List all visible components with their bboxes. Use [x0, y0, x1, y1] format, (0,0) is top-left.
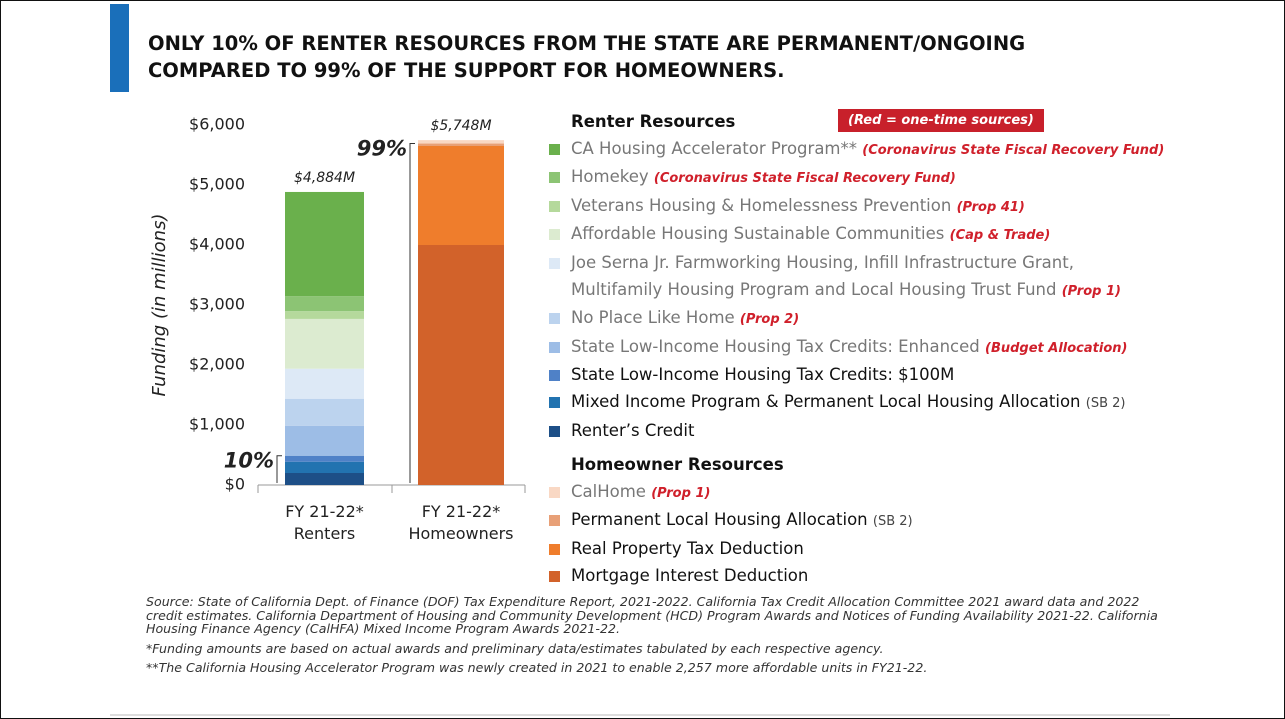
- y-tick-label: $4,000: [189, 235, 245, 254]
- legend-swatch: [549, 425, 560, 437]
- bar-segment: [285, 398, 364, 426]
- bar-segment: [418, 245, 504, 485]
- legend-swatch: [549, 200, 560, 212]
- legend-swatch: [549, 313, 560, 325]
- legend-label: CA Housing Accelerator Program**: [571, 138, 858, 158]
- legend-label: Mortgage Interest Deduction: [571, 565, 809, 585]
- legend-label: Renter’s Credit: [571, 420, 695, 440]
- share-bracket: [276, 455, 282, 483]
- legend-item: State Low-Income Housing Tax Credits: En…: [549, 334, 1164, 363]
- legend-swatch: [549, 370, 560, 382]
- legend-note: (Prop 1): [651, 485, 711, 501]
- legend-item: Mixed Income Program & Permanent Local H…: [549, 389, 1164, 418]
- footnote: Source: State of California Dept. of Fin…: [146, 594, 1158, 636]
- bar-segment: [285, 461, 364, 473]
- legend-swatch: [549, 543, 560, 555]
- bar-segment: [285, 191, 364, 297]
- legend-note: (Prop 2): [739, 312, 800, 328]
- legend-title: Renter Resources: [571, 112, 736, 131]
- bar-segment: [285, 318, 364, 369]
- bar-segment: [418, 146, 504, 245]
- legend-item: Renter’s Credit: [549, 418, 1164, 445]
- legend-item: Real Property Tax Deduction: [549, 536, 1164, 563]
- legend-swatch: [549, 229, 560, 241]
- legend-note: (Cap & Trade): [949, 228, 1051, 244]
- share-label: 10%: [224, 449, 274, 473]
- legend-item: Veterans Housing & Homelessness Preventi…: [549, 193, 1164, 222]
- footnote: *Funding amounts are based on actual awa…: [146, 640, 884, 656]
- legend-swatch: [549, 143, 560, 155]
- chart: Funding (in millions) $0 $1,000 $2,000 $3,0…: [149, 115, 526, 494]
- footnote: **The California Housing Accelerator Pro…: [146, 660, 928, 675]
- y-tick-label: $1,000: [189, 415, 245, 434]
- legend-label: Real Property Tax Deduction: [571, 538, 804, 558]
- legend-item: No Place Like Home (Prop 2): [549, 305, 1164, 334]
- legend-item: State Low-Income Housing Tax Credits: $1…: [549, 362, 1164, 389]
- legend-item: Mortgage Interest Deduction: [549, 563, 1164, 590]
- bar-segment: [285, 368, 364, 399]
- total-label: $4,884M: [294, 170, 355, 186]
- legend-label: Homekey: [571, 167, 649, 187]
- bar-segment: [285, 425, 364, 456]
- legend-item: Joe Serna Jr. Farmworking Housing, Infil…: [549, 250, 1164, 305]
- legend-note: (Red = one-time sources): [838, 109, 1044, 132]
- legend-label: Affordable Housing Sustainable Communiti…: [571, 224, 945, 244]
- legend-title: Homeowner Resources: [571, 455, 784, 475]
- y-tick-label: $6,000: [189, 115, 245, 134]
- legend-swatch: [549, 172, 560, 184]
- bar-segment: [285, 455, 364, 462]
- bar-segment: [418, 140, 504, 144]
- divider: [110, 714, 1170, 716]
- legend-swatch: [549, 257, 560, 269]
- legend-label: CalHome: [571, 481, 646, 501]
- total-label: $5,748M: [430, 118, 491, 134]
- share-label: 99%: [357, 137, 407, 161]
- legend-label: Permanent Local Housing Allocation: [571, 510, 868, 530]
- footnotes: Source: State of California Dept. of Fin…: [146, 595, 1176, 681]
- legend-item: Permanent Local Housing Allocation (SB 2…: [549, 507, 1164, 536]
- legend-note: (SB 2): [872, 514, 913, 530]
- y-tick-label: $3,000: [189, 295, 245, 314]
- legend-note: (Coronavirus State Fiscal Recovery Fund): [862, 142, 1165, 158]
- bar-segment: [285, 296, 364, 312]
- legend-item: Homekey (Coronavirus State Fiscal Recove…: [549, 164, 1164, 193]
- legend-note: (SB 2): [1085, 395, 1126, 411]
- legend-item: Affordable Housing Sustainable Communiti…: [549, 221, 1164, 250]
- legend-label: No Place Like Home: [571, 308, 735, 328]
- bar-segment: [418, 143, 504, 146]
- legend-label: Joe Serna Jr. Farmworking Housing, Infil…: [571, 252, 1074, 299]
- legend-swatch: [549, 341, 560, 353]
- legend-item: CA Housing Accelerator Program** (Corona…: [549, 136, 1164, 165]
- chart-title: ONLY 10% OF RENTER RESOURCES FROM THE ST…: [148, 32, 1026, 82]
- bar-segment: [285, 473, 364, 485]
- x-tick-label: FY 21-22* Homeowners: [408, 502, 514, 543]
- x-tick-label: FY 21-22* Renters: [285, 502, 364, 543]
- bar-segment: [285, 311, 364, 319]
- y-tick-label: $0: [225, 475, 245, 494]
- share-bracket: [409, 143, 415, 483]
- legend-item: CalHome (Prop 1): [549, 479, 1164, 508]
- legend-note: (Prop 1): [1061, 283, 1121, 299]
- legend-swatch: [549, 396, 560, 408]
- y-tick-label: $2,000: [189, 355, 245, 374]
- legend-label: State Low-Income Housing Tax Credits: En…: [571, 336, 980, 356]
- legend: Renter Resources CA Housing Accelerator P…: [549, 106, 1164, 589]
- y-axis-label: Funding (in millions): [149, 214, 170, 397]
- accent-bar: [110, 4, 129, 92]
- legend-note: (Coronavirus State Fiscal Recovery Fund): [653, 171, 956, 187]
- legend-swatch: [549, 486, 560, 498]
- legend-label: Veterans Housing & Homelessness Preventi…: [571, 195, 952, 215]
- y-tick-label: $5,000: [189, 175, 245, 194]
- legend-note: (Budget Allocation): [985, 340, 1128, 356]
- legend-swatch: [549, 570, 560, 582]
- legend-note: (Prop 41): [956, 199, 1025, 215]
- legend-label: Mixed Income Program & Permanent Local H…: [571, 391, 1081, 411]
- legend-swatch: [549, 515, 560, 527]
- legend-label: State Low-Income Housing Tax Credits: $1…: [571, 365, 955, 385]
